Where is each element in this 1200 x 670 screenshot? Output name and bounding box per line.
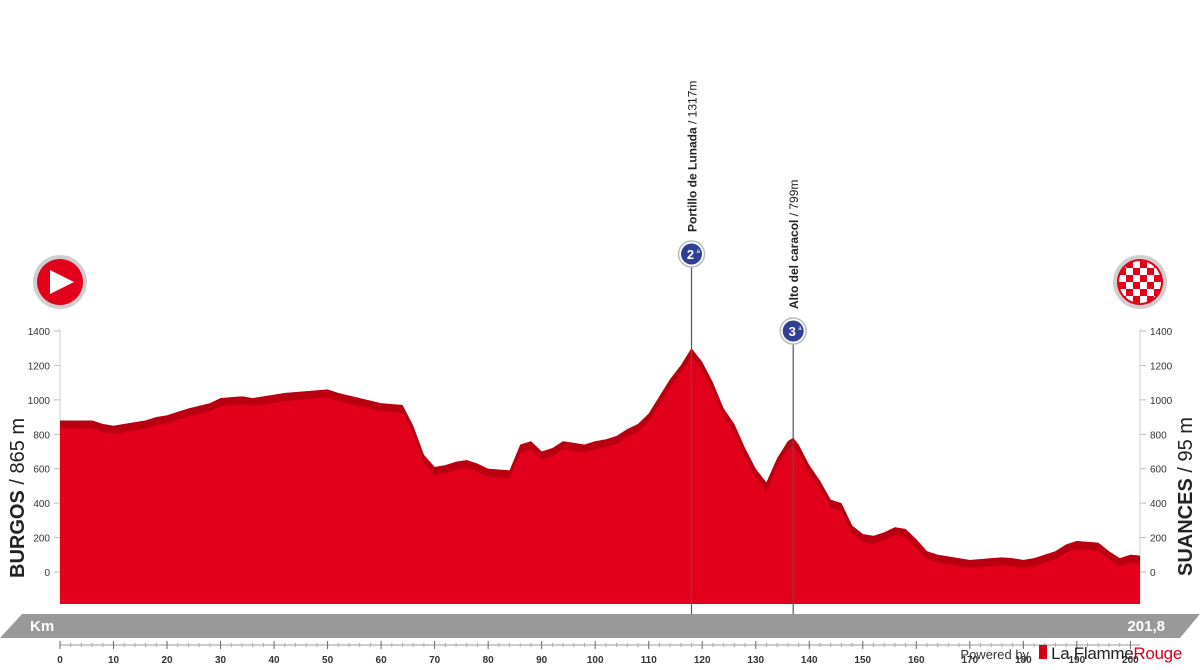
finish-check-square bbox=[1119, 275, 1126, 282]
climb-name: Portillo de Lunada bbox=[686, 127, 700, 232]
x-tick-label: 0 bbox=[57, 655, 63, 666]
x-tick-label: 30 bbox=[215, 655, 227, 666]
finish-check-square bbox=[1161, 303, 1168, 310]
profile-layer bbox=[60, 348, 1140, 604]
credit: Powered by La FlammeRouge bbox=[960, 644, 1182, 664]
finish-check-square bbox=[1126, 268, 1133, 275]
finish-check-square bbox=[1140, 296, 1147, 303]
y-tick-label-right: 1400 bbox=[1150, 327, 1173, 338]
finish-check-square bbox=[1147, 261, 1154, 268]
x-tick-label: 50 bbox=[322, 655, 334, 666]
finish-checker bbox=[1112, 254, 1168, 310]
finish-check-square bbox=[1133, 289, 1140, 296]
x-tick-label: 20 bbox=[161, 655, 173, 666]
y-tick-label-left: 1400 bbox=[28, 327, 51, 338]
start-icon bbox=[33, 255, 87, 309]
finish-elevation: 95 m bbox=[1175, 417, 1197, 461]
climb-name: Alto del caracol bbox=[787, 220, 801, 309]
total-distance-label: 201,8 bbox=[1127, 618, 1165, 635]
y-tick-label-left: 1200 bbox=[28, 361, 51, 372]
climb-category-badge bbox=[782, 320, 804, 342]
x-tick-label: 90 bbox=[536, 655, 548, 666]
y-tick-label-right: 0 bbox=[1150, 568, 1156, 579]
x-tick-label: 170 bbox=[961, 655, 978, 666]
finish-check-square bbox=[1147, 289, 1154, 296]
climb-name-label: Alto del caracol / 799m bbox=[787, 180, 801, 309]
powered-by-text: Powered by bbox=[960, 646, 1030, 662]
y-tick-label-left: 0 bbox=[44, 568, 50, 579]
y-tick-label-right: 200 bbox=[1150, 534, 1167, 545]
climb-category-suffix: a bbox=[697, 249, 701, 255]
start-town-name: BURGOS bbox=[7, 490, 29, 578]
y-tick-label-left: 1000 bbox=[28, 396, 51, 407]
climb-category-suffix: a bbox=[798, 326, 802, 332]
x-tick-label: 160 bbox=[908, 655, 925, 666]
x-tick-label: 40 bbox=[269, 655, 281, 666]
finish-check-square bbox=[1154, 268, 1161, 275]
finish-check-square bbox=[1154, 282, 1161, 289]
start-separator: / bbox=[7, 474, 29, 491]
climb-category-number: 3 bbox=[789, 324, 796, 339]
x-tick-label: 10 bbox=[108, 655, 120, 666]
x-tick-label: 150 bbox=[854, 655, 871, 666]
x-tick-label: 120 bbox=[694, 655, 711, 666]
x-tick-label: 110 bbox=[641, 655, 658, 666]
y-tick-label-right: 800 bbox=[1150, 430, 1167, 441]
finish-label: SUANCES / 95 m bbox=[1175, 417, 1197, 576]
finish-check-square bbox=[1133, 275, 1140, 282]
finish-separator: / bbox=[1175, 462, 1197, 479]
brand-text-a: La Flamme bbox=[1051, 644, 1134, 663]
y-tick-label-right: 1000 bbox=[1150, 396, 1173, 407]
finish-check-square bbox=[1147, 275, 1154, 282]
x-tick-label: 200 bbox=[1122, 655, 1139, 666]
finish-check-square bbox=[1140, 282, 1147, 289]
y-tick-label-left: 400 bbox=[33, 499, 50, 510]
start-elevation: 865 m bbox=[7, 418, 29, 474]
y-tick-label-right: 400 bbox=[1150, 499, 1167, 510]
finish-check-square bbox=[1133, 261, 1140, 268]
finish-town-name: SUANCES bbox=[1175, 478, 1197, 576]
climb-name-label: Portillo de Lunada / 1317m bbox=[686, 81, 700, 232]
climb-category-badge bbox=[681, 243, 703, 265]
x-tick-label: 190 bbox=[1069, 655, 1086, 666]
finish-check-square bbox=[1112, 254, 1119, 261]
finish-flag-icon bbox=[1112, 254, 1168, 310]
finish-check-square bbox=[1126, 296, 1133, 303]
km-axis-band bbox=[0, 614, 1200, 638]
km-axis-label: Km bbox=[30, 618, 54, 635]
y-tick-label-left: 600 bbox=[33, 465, 50, 476]
y-tick-label-right: 600 bbox=[1150, 465, 1167, 476]
finish-check-square bbox=[1140, 268, 1147, 275]
climb-category-number: 2 bbox=[687, 247, 694, 262]
x-tick-label: 70 bbox=[429, 655, 441, 666]
y-tick-label-right: 1200 bbox=[1150, 361, 1173, 372]
x-tick-label: 60 bbox=[376, 655, 388, 666]
x-tick-label: 180 bbox=[1015, 655, 1032, 666]
x-tick-label: 130 bbox=[747, 655, 764, 666]
brand-text-b: Rouge bbox=[1133, 644, 1182, 663]
climb-height: / 799m bbox=[787, 180, 801, 220]
y-tick-label-left: 200 bbox=[33, 534, 50, 545]
x-tick-label: 140 bbox=[801, 655, 818, 666]
brand-logo: La FlammeRouge bbox=[1039, 644, 1182, 664]
finish-check-square bbox=[1119, 289, 1126, 296]
x-tick-label: 100 bbox=[587, 655, 604, 666]
y-tick-label-left: 800 bbox=[33, 430, 50, 441]
climb-height: / 1317m bbox=[686, 81, 700, 128]
flag-mark-icon bbox=[1039, 645, 1048, 659]
x-tick-label: 80 bbox=[483, 655, 495, 666]
start-label: BURGOS / 865 m bbox=[7, 418, 29, 578]
finish-check-square bbox=[1126, 282, 1133, 289]
